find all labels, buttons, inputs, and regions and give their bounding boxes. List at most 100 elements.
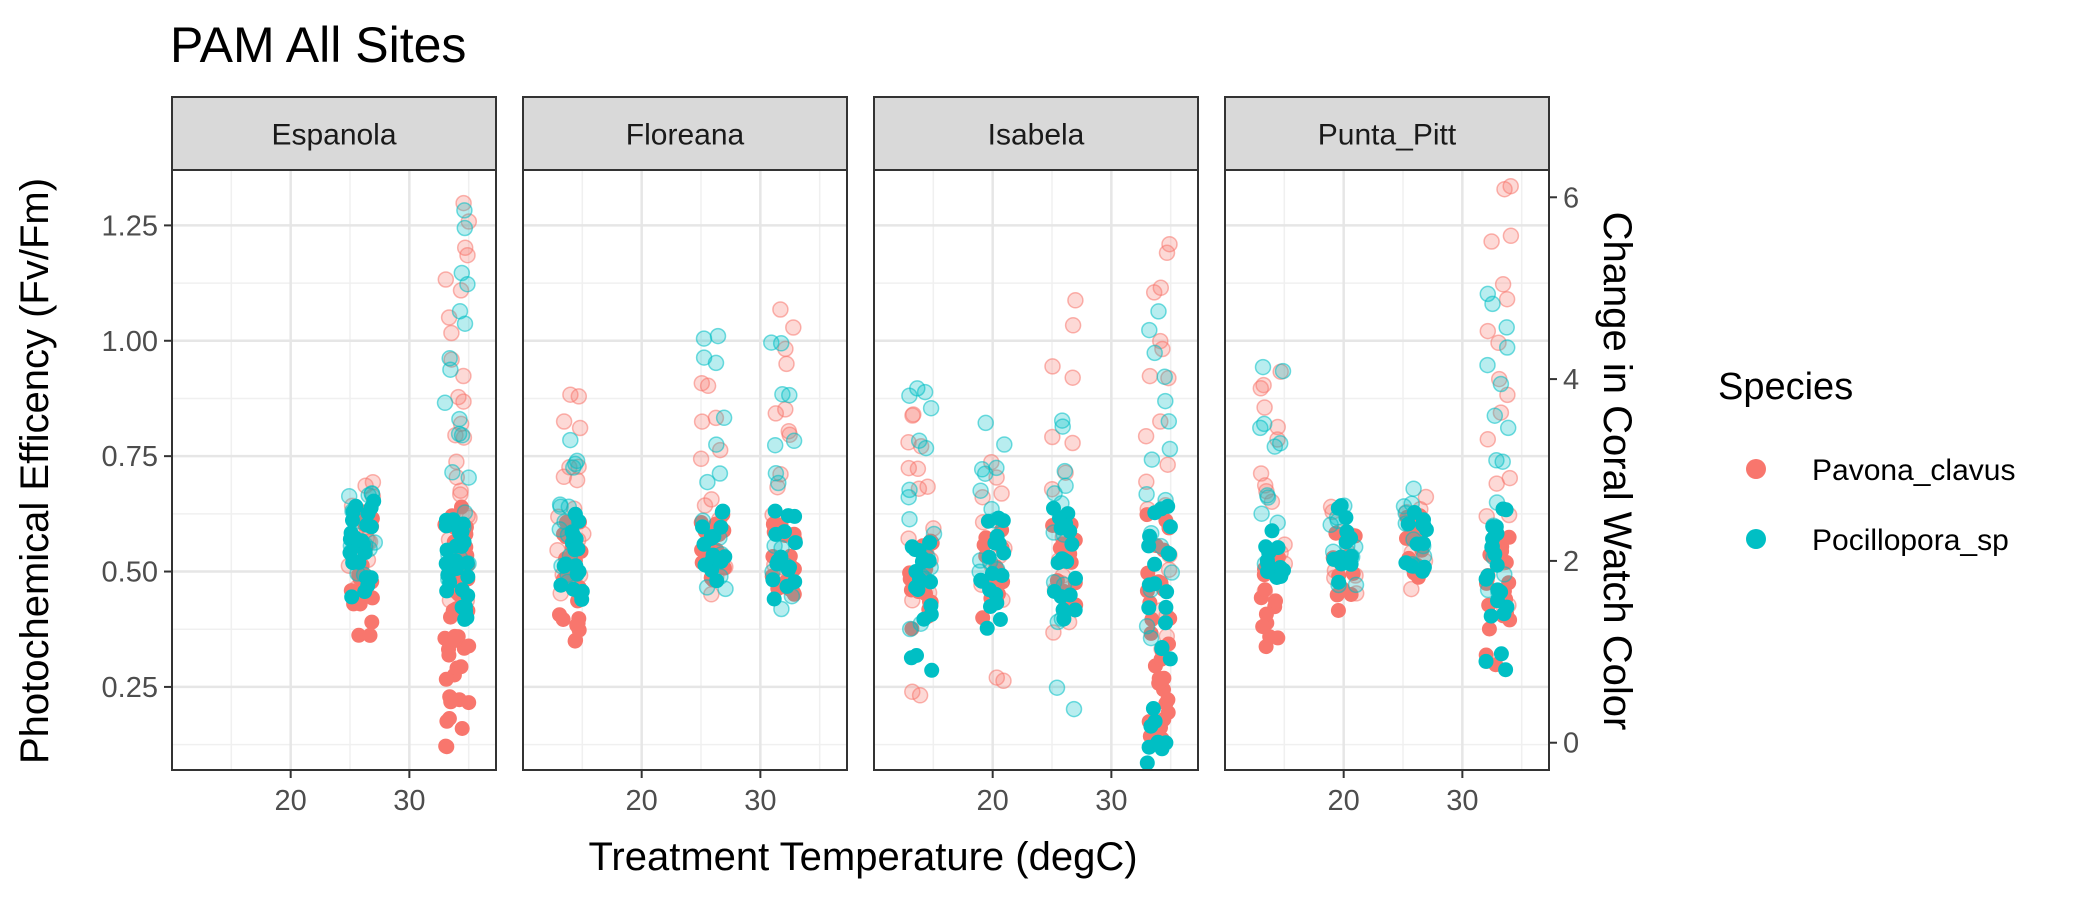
legend-title: Species [1718,366,1853,408]
point-color-change-pavona-clavus [1490,334,1507,352]
point-color-change-pocillopora-sp [1484,295,1501,313]
facet-panel-isabela: Isabela [873,96,1199,771]
point-color-change-pavona-clavus [1152,413,1169,430]
point-color-change-pavona-clavus [1160,561,1178,578]
point-pam-pocillopora-sp [984,566,1000,581]
point-color-change-pocillopora-sp [1255,415,1273,433]
point-color-change-pavona-clavus [452,282,470,299]
point-pam-pocillopora-sp [1067,602,1083,618]
x-tick-label: 30 [393,785,425,817]
x-tick-label: 30 [1446,785,1478,817]
x-axis-title: Treatment Temperature (degC) [588,835,1137,879]
point-color-change-pocillopora-sp [763,334,780,351]
point-pam-pocillopora-sp [1483,608,1499,624]
x-tick-label: 20 [977,785,1009,817]
point-pam-pocillopora-sp [709,573,725,589]
point-pam-pocillopora-sp [456,534,472,550]
point-pam-pocillopora-sp [1338,534,1354,550]
point-pam-pocillopora-sp [1145,701,1161,716]
point-pam-pocillopora-sp [787,508,803,524]
point-pam-pocillopora-sp [1162,651,1178,667]
point-color-change-pocillopora-sp [901,510,918,528]
y-tick-label: 1.00 [102,326,158,358]
x-tick-label: 20 [275,785,307,817]
point-color-change-pocillopora-sp [456,202,473,219]
point-pam-pocillopora-sp [553,577,569,593]
point-color-change-pavona-clavus [1269,418,1286,436]
point-pam-pocillopora-sp [1480,568,1496,584]
y-tick-label: 0.50 [102,557,158,589]
facet-panel-floreana: Floreana [522,96,848,771]
point-pam-pocillopora-sp [1398,555,1414,571]
point-pam-pavona-clavus [449,660,465,676]
x-tick-label: 30 [744,785,776,817]
point-color-change-pavona-clavus [1044,428,1061,446]
point-pam-pocillopora-sp [564,524,580,540]
point-pam-pocillopora-sp [1158,735,1174,751]
point-color-change-pocillopora-sp [695,349,713,366]
point-pam-pocillopora-sp [1154,640,1170,655]
point-color-change-pocillopora-sp [456,219,474,237]
point-color-change-pocillopora-sp [709,327,727,345]
panel-border [1224,169,1550,771]
legend: Species Pavona_clavus Pocillopora_sp [1718,366,2015,557]
y-tick-label: 0.75 [102,441,158,473]
point-color-change-pocillopora-sp [988,459,1005,477]
point-pam-pocillopora-sp [1153,501,1169,517]
point-pam-pocillopora-sp [1338,510,1354,526]
point-pam-pocillopora-sp [1498,662,1514,678]
point-pam-pocillopora-sp [1333,498,1349,514]
point-color-change-pocillopora-sp [1141,321,1158,339]
legend-key [1746,459,1766,479]
strip-label: Punta_Pitt [1318,119,1457,152]
point-pam-pocillopora-sp [1147,556,1163,572]
point-pam-pocillopora-sp [363,570,379,586]
point-color-change-pocillopora-sp [1065,700,1083,718]
point-pam-pocillopora-sp [981,549,997,565]
point-pam-pocillopora-sp [767,503,783,519]
y-tick-labels: 0.25 0.50 0.75 1.00 1.25 [102,210,172,704]
point-color-change-pavona-clavus [1498,290,1516,308]
point-pam-pavona-clavus [555,612,571,627]
point-pam-pocillopora-sp [1416,559,1432,575]
point-pam-pocillopora-sp [438,556,454,572]
point-pam-pocillopora-sp [916,611,932,627]
point-pam-pocillopora-sp [1162,519,1178,535]
point-color-change-pocillopora-sp [711,465,729,482]
point-pam-pavona-clavus [1481,621,1497,637]
point-color-change-pavona-clavus [993,485,1010,502]
point-color-change-pavona-clavus [1152,279,1170,297]
point-pam-pocillopora-sp [343,525,359,541]
point-pam-pocillopora-sp [348,498,364,514]
point-pam-pocillopora-sp [1158,615,1173,631]
point-color-change-pocillopora-sp [1254,358,1272,376]
point-color-change-pocillopora-sp [460,469,477,486]
point-color-change-pavona-clavus [703,491,720,508]
point-color-change-pavona-clavus [570,388,588,405]
point-pam-pocillopora-sp [989,528,1005,544]
facet-panel-espanola: Espanola [171,96,497,771]
point-pam-pavona-clavus [441,711,457,726]
point-pam-pocillopora-sp [922,535,938,551]
x-tick-label: 30 [1095,785,1127,817]
point-color-change-pavona-clavus [988,669,1006,686]
point-color-change-pavona-clavus [911,687,929,704]
point-pam-pocillopora-sp [1141,538,1157,554]
point-pam-pocillopora-sp [697,557,713,573]
point-color-change-pocillopora-sp [1499,419,1517,437]
facet-panels: Espanola Floreana Isabela Punta_Pitt [171,96,1550,771]
y-tick-label: 0.25 [102,672,158,704]
point-pam-pavona-clavus [570,615,586,631]
panel-background [1225,170,1549,770]
point-pam-pocillopora-sp [777,524,792,540]
point-pam-pocillopora-sp [360,505,376,521]
point-pam-pocillopora-sp [717,549,733,565]
point-color-change-pavona-clavus [1064,434,1081,452]
point-pam-pocillopora-sp [558,556,574,572]
point-pam-pavona-clavus [441,647,457,663]
point-pam-pocillopora-sp [1344,548,1359,564]
point-pam-pavona-clavus [362,627,378,643]
legend-label: Pocillopora_sp [1812,524,2009,557]
point-color-change-pavona-clavus [900,459,918,477]
point-color-change-pavona-clavus [555,413,573,430]
